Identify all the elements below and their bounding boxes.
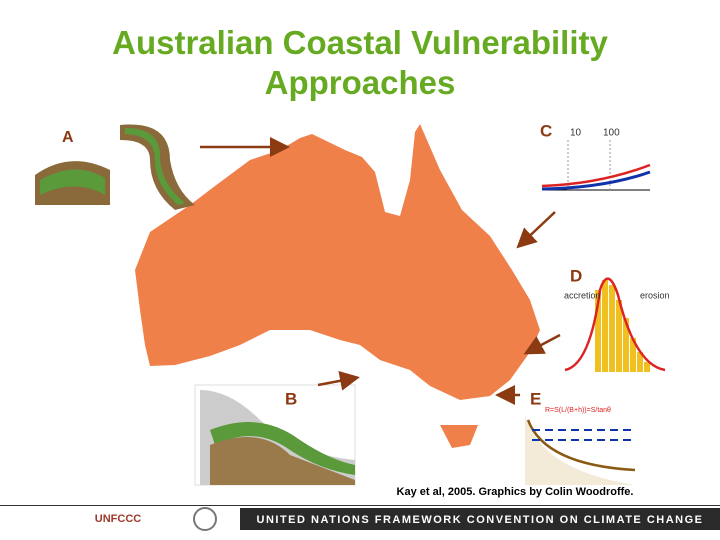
scale-label: 100 — [603, 128, 620, 139]
histogram — [595, 280, 650, 372]
credit: Kay et al, 2005. Graphics by Colin Woodr… — [397, 486, 634, 498]
panel-a: A — [35, 124, 195, 210]
axis-label: erosion — [640, 290, 670, 300]
axis-label: accretion — [564, 290, 601, 300]
scale-label: 10 — [570, 128, 582, 139]
un-emblem — [193, 507, 217, 531]
arrow — [523, 333, 561, 355]
footer-text: UNITED NATIONS FRAMEWORK CONVENTION ON C… — [257, 514, 704, 526]
curve — [541, 163, 651, 188]
footer-logo: UNFCCC — [95, 513, 141, 525]
vegetation — [40, 169, 105, 195]
curve — [564, 277, 666, 372]
sediment — [525, 415, 635, 485]
panel-label: E — [530, 389, 541, 408]
panel-label: B — [285, 389, 297, 408]
tasmania — [440, 425, 478, 448]
title-line: Australian Coastal Vulnerability Approach… — [112, 24, 608, 101]
panel-b: B — [194, 384, 356, 486]
sediment — [210, 437, 355, 485]
panel-label: A — [62, 129, 74, 146]
panel-label: D — [570, 266, 582, 285]
panel-e: E R=S(L/(B+h))=S/tanθ — [525, 389, 636, 485]
curve — [541, 170, 651, 191]
vegetation — [125, 128, 185, 205]
footer-rule — [0, 505, 720, 506]
australia-map — [135, 124, 540, 400]
arrow — [516, 211, 556, 249]
panel-label: C — [540, 121, 552, 140]
footer-band — [240, 508, 720, 530]
panel-d: D accretion erosion — [564, 266, 670, 372]
vegetation — [210, 422, 355, 475]
panel-c: C 10 100 — [540, 121, 651, 191]
arrow — [317, 370, 360, 391]
formula: R=S(L/(B+h))=S/tanθ — [545, 407, 611, 414]
